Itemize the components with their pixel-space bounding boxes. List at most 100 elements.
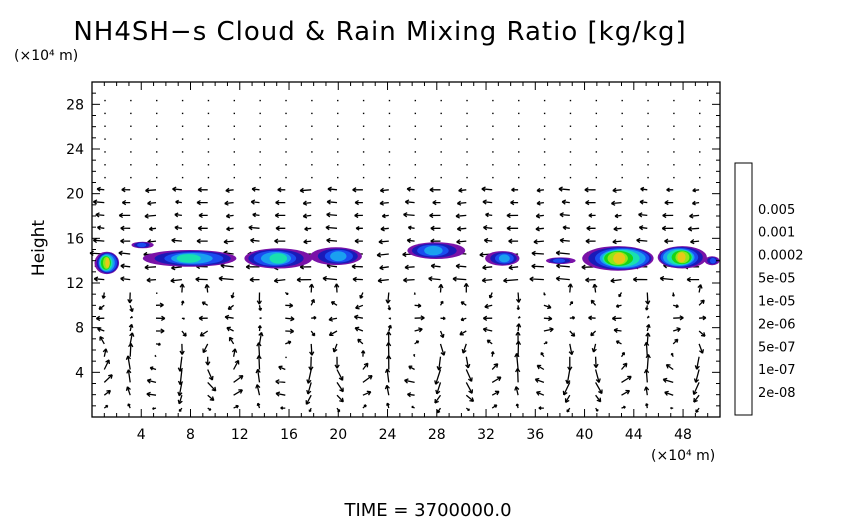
wind-vector: [376, 252, 389, 258]
wind-vector: [621, 375, 632, 383]
wind-vector: [362, 151, 365, 153]
wind-vector: [661, 225, 674, 231]
wind-vector: [146, 378, 157, 384]
wind-vector: [250, 237, 260, 244]
wind-vector: [310, 298, 315, 306]
wind-vector: [388, 151, 391, 153]
wind-vector: [177, 382, 183, 397]
wind-vector: [328, 330, 338, 337]
wind-vector: [120, 263, 131, 269]
wind-vector: [386, 331, 392, 344]
wind-vector: [130, 151, 132, 153]
wind-vector: [466, 99, 468, 102]
wind-vector: [643, 369, 650, 383]
wind-vector: [518, 151, 520, 153]
wind-vector: [198, 315, 208, 321]
wind-vector: [311, 125, 313, 127]
wind-vector: [482, 315, 493, 321]
wind-vector: [690, 238, 700, 245]
wind-vector: [285, 164, 287, 166]
wind-vector: [465, 407, 471, 412]
wind-vector: [181, 164, 184, 166]
wind-vector: [510, 200, 519, 206]
wind-vector: [482, 199, 493, 205]
wind-vector: [259, 176, 261, 179]
wind-vector: [404, 199, 415, 205]
wind-vector: [543, 164, 546, 166]
wind-vector: [503, 277, 519, 284]
wind-vector: [639, 199, 648, 205]
wind-vector: [595, 99, 598, 102]
wind-vector: [181, 317, 185, 320]
wind-vector: [485, 212, 493, 218]
x-tick-label: 40: [576, 427, 594, 443]
wind-vector: [177, 356, 184, 372]
wind-vector: [645, 332, 651, 344]
colorbar-label: 0.001: [758, 226, 795, 241]
wind-vector: [104, 164, 106, 166]
wind-vector: [610, 277, 622, 284]
y-tick-label: 12: [66, 276, 84, 292]
wind-vector: [482, 327, 493, 333]
wind-vector: [646, 323, 651, 332]
wind-vector: [284, 291, 289, 296]
wind-vector: [569, 315, 576, 320]
wind-vector: [590, 299, 597, 306]
wind-vector: [172, 186, 182, 192]
wind-vector: [439, 343, 446, 356]
wind-vector: [699, 138, 701, 140]
wind-vector: [595, 112, 598, 115]
x-axis: 4 8 12 16 20 24 28 32 36 40 44 48: [103, 82, 709, 443]
wind-vector: [230, 292, 235, 299]
wind-vector: [406, 238, 415, 244]
wind-vector: [611, 200, 622, 206]
wind-vector: [179, 343, 185, 355]
wind-vector: [258, 305, 263, 312]
wind-vector: [591, 343, 597, 353]
wind-vector: [226, 326, 234, 332]
wind-vector: [129, 316, 133, 319]
wind-vector: [146, 277, 157, 283]
wind-vector: [440, 99, 442, 102]
wind-vector: [147, 200, 157, 206]
colorbar-label: 5e-07: [758, 340, 796, 355]
wind-vector: [697, 284, 703, 293]
wind-vector: [693, 369, 700, 383]
wind-vector: [615, 340, 622, 345]
wind-vector: [565, 369, 571, 385]
wind-vector: [699, 176, 701, 179]
wind-vector: [197, 187, 208, 193]
wind-vector: [252, 212, 260, 218]
wind-vector: [388, 176, 391, 179]
x-tick-label: 48: [674, 427, 692, 443]
wind-vector: [337, 125, 339, 127]
wind-vector: [156, 125, 158, 127]
wind-vector: [492, 138, 494, 140]
wind-vector: [664, 390, 674, 396]
wind-vector: [516, 305, 520, 311]
wind-vector: [362, 362, 369, 370]
wind-vector: [699, 112, 701, 115]
wind-vector: [543, 151, 546, 153]
wind-vector: [207, 176, 210, 179]
wind-vector: [156, 138, 158, 140]
wind-vector: [403, 277, 415, 283]
cloud-contour: [330, 251, 347, 262]
wind-vector: [156, 164, 158, 166]
wind-vector: [285, 112, 287, 115]
wind-vector: [595, 407, 599, 412]
wind-vector: [647, 151, 649, 153]
wind-vector: [492, 176, 494, 179]
wind-vector: [569, 125, 572, 127]
wind-vector: [673, 315, 684, 321]
wind-vector: [665, 363, 674, 371]
wind-vector: [196, 238, 208, 244]
wind-vector: [207, 369, 214, 381]
wind-vector: [95, 315, 105, 322]
wind-vector: [104, 151, 106, 153]
wind-vector: [673, 151, 675, 153]
colorbar: 2e-08 1e-07 5e-07 2e-06 1e-05 5e-05 0.0002 0.00…: [734, 162, 804, 416]
wind-vector: [638, 225, 648, 231]
wind-vector: [306, 382, 312, 395]
wind-vector: [569, 99, 572, 102]
